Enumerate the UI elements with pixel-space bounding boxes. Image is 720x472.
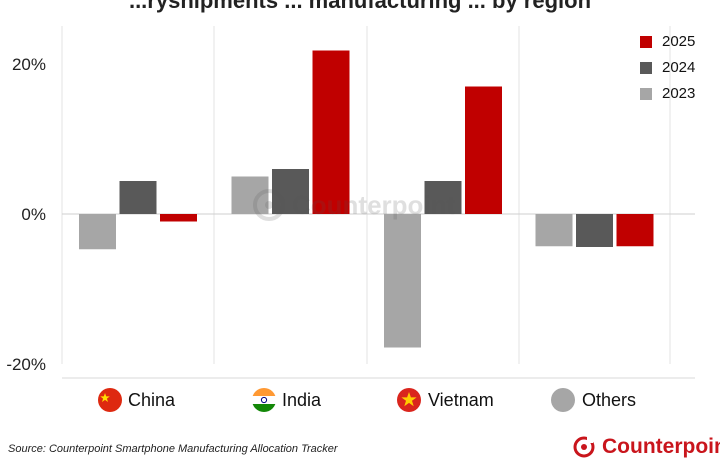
category-label-others: Others [582, 390, 637, 410]
legend-label-2025: 2025 [662, 33, 696, 50]
y-tick-label: 20% [12, 55, 46, 74]
counterpoint-logo-icon [573, 436, 595, 458]
category-label-vietnam: Vietnam [428, 390, 494, 410]
bars [79, 50, 654, 348]
watermark: Counterpoint [252, 188, 455, 222]
bar-india-2023 [231, 176, 269, 214]
legend-swatch-2024 [640, 62, 652, 74]
bar-india-2024 [272, 169, 309, 214]
chart-title: ...ryshipments ... manufacturing ... by … [128, 0, 592, 13]
india-flag-icon [252, 388, 276, 412]
bar-china-2024 [119, 181, 157, 214]
legend-label-2024: 2024 [662, 59, 696, 76]
bar-vietnam-2023 [384, 214, 421, 348]
source-note: Source: Counterpoint Smartphone Manufact… [8, 443, 338, 455]
bar-china-2023 [79, 214, 116, 250]
bar-china-2025 [160, 214, 197, 222]
y-axis: 20% 0% -20% [6, 55, 46, 374]
china-flag-icon [98, 388, 122, 412]
legend-swatch-2023 [640, 88, 652, 100]
category-label-china: China [128, 390, 176, 410]
y-tick-label: 0% [21, 205, 46, 224]
brand-name: Counterpoint [602, 435, 720, 458]
counterpoint-watermark-icon [253, 189, 285, 221]
watermark-text: Counterpoint [292, 189, 456, 220]
bar-others-2024 [576, 214, 613, 247]
y-tick-label: -20% [6, 355, 46, 374]
others-circle-icon [551, 388, 575, 412]
legend-swatch-2025 [640, 36, 652, 48]
bar-others-2023 [535, 214, 573, 247]
brand-logo: Counterpoint [572, 433, 720, 461]
bar-vietnam-2025 [465, 86, 502, 214]
bar-others-2025 [616, 214, 654, 247]
bar-india-2025 [312, 50, 350, 214]
category-label-india: India [282, 390, 322, 410]
vietnam-flag-icon [397, 388, 421, 412]
bar-vietnam-2024 [424, 181, 462, 214]
grid [61, 26, 695, 379]
legend-label-2023: 2023 [662, 85, 696, 102]
